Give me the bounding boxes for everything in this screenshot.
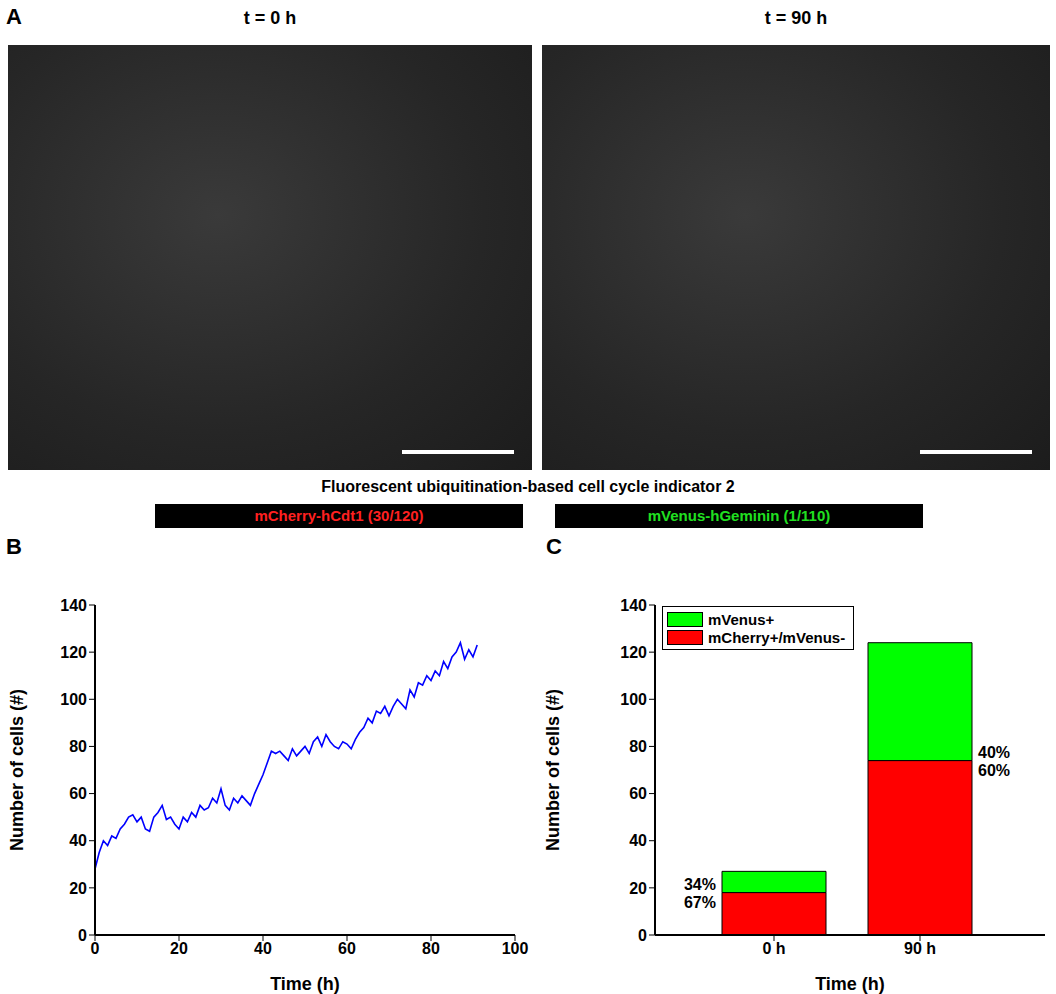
- svg-text:80: 80: [69, 738, 87, 755]
- svg-text:Time (h): Time (h): [270, 974, 340, 994]
- svg-text:0: 0: [78, 927, 87, 944]
- svg-text:Time (h): Time (h): [815, 974, 885, 994]
- html-text:B: B: [6, 534, 22, 559]
- svg-text:140: 140: [60, 597, 87, 614]
- svg-text:60: 60: [629, 785, 647, 802]
- svg-text:0: 0: [91, 940, 100, 957]
- html-text:mCherry-hCdt1 (30/120): mCherry-hCdt1 (30/120): [254, 507, 424, 524]
- svg-text:100: 100: [620, 691, 647, 708]
- svg-text:20: 20: [69, 880, 87, 897]
- svg-text:120: 120: [620, 644, 647, 661]
- html-text:mVenus-hGeminin (1/110): mVenus-hGeminin (1/110): [647, 507, 831, 524]
- svg-text:140: 140: [620, 597, 647, 614]
- svg-text:60: 60: [338, 940, 356, 957]
- svg-text:40: 40: [69, 832, 87, 849]
- svg-text:80: 80: [422, 940, 440, 957]
- html-text:mCherry+/mVenus-: mCherry+/mVenus-: [708, 628, 846, 646]
- svg-text:34%: 34%: [684, 876, 716, 893]
- svg-text:100: 100: [502, 940, 529, 957]
- html-text:C: C: [546, 534, 562, 559]
- svg-text:120: 120: [60, 644, 87, 661]
- svg-text:67%: 67%: [684, 894, 716, 911]
- svg-text:20: 20: [629, 880, 647, 897]
- html-text:t = 0 h: t = 0 h: [243, 8, 297, 28]
- svg-text:0 h: 0 h: [762, 940, 785, 957]
- svg-text:40: 40: [254, 940, 272, 957]
- svg-text:0: 0: [638, 927, 647, 944]
- svg-text:100: 100: [60, 691, 87, 708]
- html-text:t = 90 h: t = 90 h: [764, 8, 828, 28]
- svg-text:20: 20: [170, 940, 188, 957]
- svg-text:Number of cells (#): Number of cells (#): [7, 689, 27, 851]
- html-text:A: A: [6, 4, 22, 29]
- svg-text:40: 40: [629, 832, 647, 849]
- svg-text:80: 80: [629, 738, 647, 755]
- svg-text:90 h: 90 h: [904, 940, 936, 957]
- html-text:mVenus+: mVenus+: [708, 610, 775, 628]
- svg-text:60%: 60%: [978, 762, 1010, 779]
- svg-text:Number of cells (#): Number of cells (#): [543, 689, 563, 851]
- svg-text:60: 60: [69, 785, 87, 802]
- svg-text:40%: 40%: [978, 744, 1010, 761]
- html-text:Fluorescent ubiquitination-bas: Fluorescent ubiquitination-based cell cy…: [321, 478, 735, 495]
